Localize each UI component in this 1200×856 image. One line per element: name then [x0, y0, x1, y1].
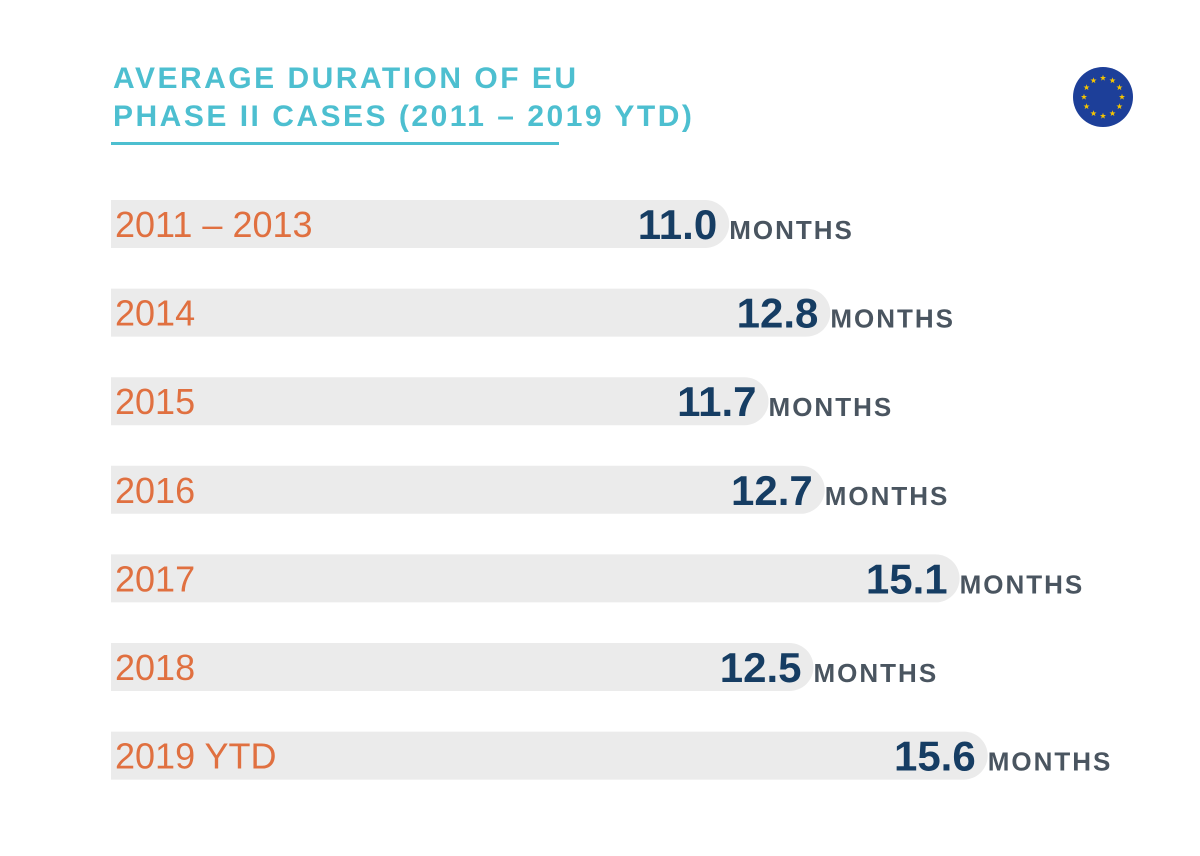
category-label: 2015: [115, 381, 195, 422]
unit-label: MONTHS: [729, 215, 854, 245]
bar-row: 2018 12.5 MONTHS: [111, 643, 939, 691]
flag-star-icon: [1090, 110, 1097, 117]
bar: [111, 643, 814, 691]
bar-row: 2014 12.8 MONTHS: [111, 288, 955, 337]
flag-star-icon: [1080, 93, 1088, 100]
data-label: 11.0: [638, 201, 717, 248]
flag-star-icon: [1099, 112, 1107, 119]
bar: [111, 731, 988, 780]
flag-star-icon: [1090, 77, 1097, 84]
unit-label: MONTHS: [769, 392, 894, 422]
flag-star-icon: [1083, 103, 1090, 110]
data-label: 12.5: [720, 644, 802, 691]
chart-title-line-2: PHASE II CASES (2011 – 2019 YTD): [113, 100, 695, 133]
unit-label: MONTHS: [988, 747, 1113, 777]
flag-star-icon: [1116, 103, 1123, 110]
unit-label: MONTHS: [960, 569, 1085, 599]
data-label: 15.6: [894, 733, 976, 780]
chart-title: AVERAGE DURATION OF EU PHASE II CASES (2…: [113, 60, 694, 136]
bar: [111, 288, 831, 337]
title-underline: [111, 142, 559, 145]
bar-row: 2017 15.1 MONTHS: [111, 554, 1085, 603]
flag-star-icon: [1099, 74, 1107, 81]
unit-label: MONTHS: [814, 658, 939, 688]
category-label: 2019 YTD: [115, 736, 276, 777]
category-label: 2016: [115, 470, 195, 511]
bar: [111, 200, 730, 248]
data-label: 15.1: [866, 555, 948, 602]
category-label: 2018: [115, 647, 195, 688]
bar: [111, 465, 825, 514]
unit-label: MONTHS: [825, 481, 950, 511]
chart-title-line-1: AVERAGE DURATION OF EU: [113, 62, 579, 95]
flag-star-icon: [1109, 110, 1116, 117]
bar: [111, 377, 769, 426]
flag-disc: [1073, 67, 1133, 127]
bar-row: 2011 – 2013 11.0 MONTHS: [111, 200, 854, 248]
flag-star-icon: [1109, 77, 1116, 84]
unit-label: MONTHS: [830, 304, 955, 334]
data-label: 12.8: [737, 290, 819, 337]
flag-star-icon: [1116, 84, 1123, 91]
bar-row: 2016 12.7 MONTHS: [111, 465, 950, 514]
bar: [111, 554, 960, 603]
flag-star-icon: [1118, 93, 1126, 100]
data-label: 11.7: [677, 378, 756, 425]
data-label: 12.7: [731, 467, 813, 514]
eu-flag-icon: [1073, 67, 1133, 127]
bar-row: 2019 YTD 15.6 MONTHS: [111, 731, 1113, 780]
flag-star-icon: [1083, 84, 1090, 91]
category-label: 2017: [115, 558, 195, 599]
category-label: 2014: [115, 293, 195, 334]
bar-row: 2015 11.7 MONTHS: [111, 377, 894, 426]
category-label: 2011 – 2013: [115, 204, 313, 245]
